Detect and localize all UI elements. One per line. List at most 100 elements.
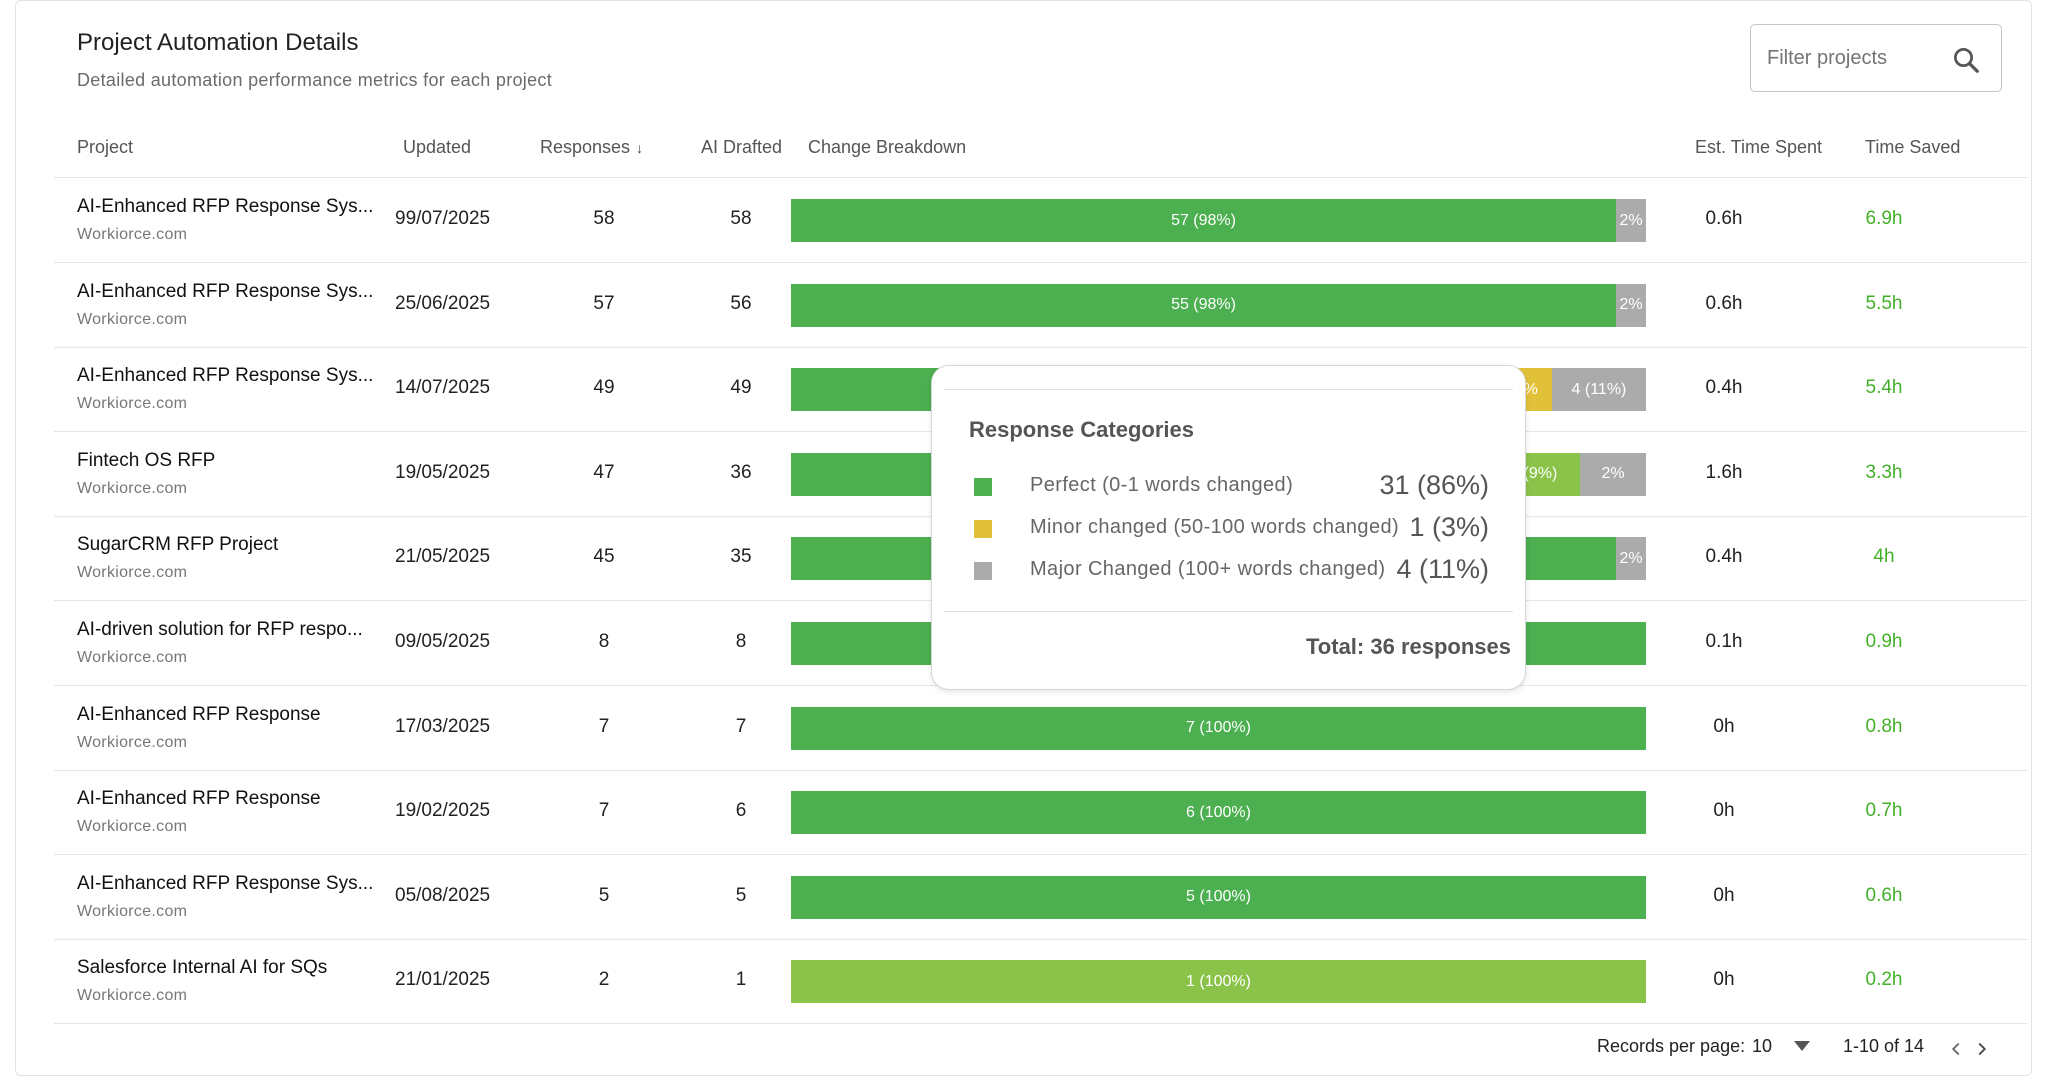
segment-label: 1 (100%) — [1186, 972, 1251, 990]
responses-count: 49 — [593, 377, 615, 399]
filter-projects-input[interactable] — [1767, 43, 1947, 73]
time-saved: 4h — [1873, 546, 1895, 568]
time-saved: 0.9h — [1865, 631, 1903, 652]
ai-drafted-count: 7 — [735, 715, 747, 737]
updated-date: 09/05/2025 — [395, 631, 491, 652]
segment-perfect[interactable]: 5 (100%) — [791, 875, 1646, 919]
est-time-spent: 0.6h — [1705, 208, 1743, 229]
segment-perfect[interactable]: 6 (100%) — [791, 791, 1646, 835]
project-name[interactable]: SugarCRM RFP Project — [77, 534, 279, 556]
segment-major[interactable]: 4 (11%) — [1551, 368, 1646, 412]
segment-label: 5 (100%) — [1186, 888, 1251, 906]
segment-major[interactable]: 2% — [1616, 283, 1646, 327]
project-name[interactable]: AI-Enhanced RFP Response Sys... — [77, 196, 374, 217]
est-time-spent: 0.4h — [1705, 546, 1743, 568]
segment-major[interactable]: 2% — [1580, 452, 1646, 496]
est-time-spent: 0.1h — [1705, 631, 1743, 652]
ai-drafted-count: 5 — [735, 884, 747, 906]
tooltip-item-minor: Minor changed (50-100 words changed) 1 (… — [969, 512, 1489, 546]
pagination-range: 1-10 of 14 — [1843, 1036, 1925, 1056]
column-header-est-time[interactable]: Est. Time Spent — [1695, 137, 1823, 157]
time-saved: 5.4h — [1865, 377, 1903, 399]
responses-count: 7 — [598, 715, 610, 737]
column-header-responses[interactable]: Responses ↓ — [540, 137, 643, 158]
segment-major[interactable]: 2% — [1616, 199, 1646, 242]
change-breakdown-bar[interactable]: 6 (100%) — [791, 791, 1646, 835]
table-row[interactable]: AI-Enhanced RFP Response Workiorce.com 17/… — [54, 686, 2028, 771]
est-time-spent: 1.6h — [1705, 461, 1743, 483]
project-name[interactable]: AI-Enhanced RFP Response Sys... — [77, 280, 374, 302]
ai-drafted-count: 36 — [730, 461, 752, 483]
arrow-down-icon[interactable]: ↓ — [636, 140, 644, 156]
change-breakdown-bar[interactable]: 7 (100%) — [791, 706, 1646, 750]
project-domain: Workiorce.com — [77, 479, 188, 497]
table-row[interactable]: AI-Enhanced RFP Response Sys... Workiorce… — [54, 263, 2028, 348]
project-domain: Workiorce.com — [77, 649, 188, 666]
tooltip-divider — [944, 611, 1513, 612]
responses-count: 58 — [593, 208, 615, 229]
time-saved: 0.8h — [1865, 715, 1903, 737]
project-domain: Workiorce.com — [77, 902, 188, 920]
tooltip-item-value: 31 (86%) — [1379, 470, 1489, 500]
response-categories-tooltip: Response Categories Perfect (0-1 words c… — [931, 365, 1526, 690]
time-saved: 5.5h — [1865, 292, 1903, 314]
tooltip-item-perfect: Perfect (0-1 words changed) 31 (86%) — [969, 470, 1489, 504]
segment-major[interactable]: 2% — [1616, 537, 1646, 581]
segment-perfect[interactable]: 7 (100%) — [791, 706, 1646, 750]
table-row[interactable]: AI-Enhanced RFP Response Sys... Workiorce… — [54, 855, 2028, 940]
updated-date: 21/01/2025 — [395, 969, 491, 991]
project-name[interactable]: AI-Enhanced RFP Response Sys... — [77, 365, 374, 387]
search-icon[interactable] — [1951, 45, 1981, 75]
project-domain: Workiorce.com — [77, 818, 188, 836]
tooltip-item-label: Major Changed (100+ words changed) — [1030, 558, 1386, 580]
column-header-updated[interactable]: Updated — [403, 137, 472, 157]
column-header-project[interactable]: Project — [77, 137, 134, 157]
filter-projects-field[interactable] — [1750, 24, 2002, 92]
project-domain: Workiorce.com — [77, 226, 188, 243]
updated-date: 99/07/2025 — [395, 208, 491, 229]
segment-lime[interactable]: 1 (100%) — [791, 960, 1646, 1004]
time-saved: 3.3h — [1865, 461, 1903, 483]
chevron-left-icon[interactable] — [1945, 1038, 1967, 1060]
project-name[interactable]: AI-Enhanced RFP Response Sys... — [77, 872, 374, 894]
project-name[interactable]: AI-Enhanced RFP Response — [77, 788, 321, 810]
project-name[interactable]: Fintech OS RFP — [77, 449, 216, 471]
project-name[interactable]: AI-Enhanced RFP Response — [77, 703, 321, 725]
est-time-spent: 0h — [1713, 715, 1735, 737]
updated-date: 19/02/2025 — [395, 800, 491, 822]
ai-drafted-count: 6 — [735, 800, 747, 822]
project-name[interactable]: Salesforce Internal AI for SQs — [77, 957, 328, 979]
project-domain: Workiorce.com — [77, 987, 188, 1005]
caret-down-icon[interactable] — [1794, 1041, 1810, 1051]
column-header-change-breakdown[interactable]: Change Breakdown — [808, 137, 967, 157]
project-name[interactable]: AI-driven solution for RFP respo... — [77, 619, 363, 640]
est-time-spent: 0h — [1713, 969, 1735, 991]
change-breakdown-bar[interactable]: 55 (98%) 2% — [791, 283, 1646, 327]
column-header-time-saved[interactable]: Time Saved — [1865, 137, 1961, 157]
responses-count: 47 — [593, 461, 615, 483]
project-domain: Workiorce.com — [77, 733, 188, 751]
updated-date: 05/08/2025 — [395, 884, 491, 906]
responses-count: 8 — [598, 631, 610, 652]
ai-drafted-count: 58 — [730, 208, 752, 229]
table-row[interactable]: AI-Enhanced RFP Response Sys... Workiorce… — [54, 178, 2028, 263]
tooltip-top-divider — [944, 389, 1513, 390]
table-row[interactable]: AI-Enhanced RFP Response Workiorce.com 19/… — [54, 770, 2028, 856]
table-row[interactable]: Salesforce Internal AI for SQs Workiorce.… — [54, 939, 2028, 1025]
updated-date: 21/05/2025 — [395, 546, 491, 568]
records-per-page-select[interactable]: 10 — [1752, 1036, 1773, 1056]
ai-drafted-count: 56 — [730, 292, 752, 314]
page-title: Project Automation Details — [77, 29, 359, 56]
project-domain: Workiorce.com — [77, 310, 188, 328]
responses-count: 7 — [598, 800, 610, 822]
column-header-ai-drafted[interactable]: AI Drafted — [701, 137, 783, 157]
change-breakdown-bar[interactable]: 5 (100%) — [791, 875, 1646, 919]
time-saved: 6.9h — [1865, 208, 1903, 229]
segment-perfect[interactable]: 55 (98%) — [791, 283, 1617, 327]
change-breakdown-bar[interactable]: 57 (98%) 2% — [791, 199, 1646, 242]
ai-drafted-count: 49 — [730, 377, 752, 399]
chevron-right-icon[interactable] — [1971, 1038, 1993, 1060]
tooltip-item-major: Major Changed (100+ words changed) 4 (11… — [969, 554, 1489, 588]
segment-perfect[interactable]: 57 (98%) — [791, 199, 1617, 242]
change-breakdown-bar[interactable]: 1 (100%) — [791, 960, 1646, 1004]
